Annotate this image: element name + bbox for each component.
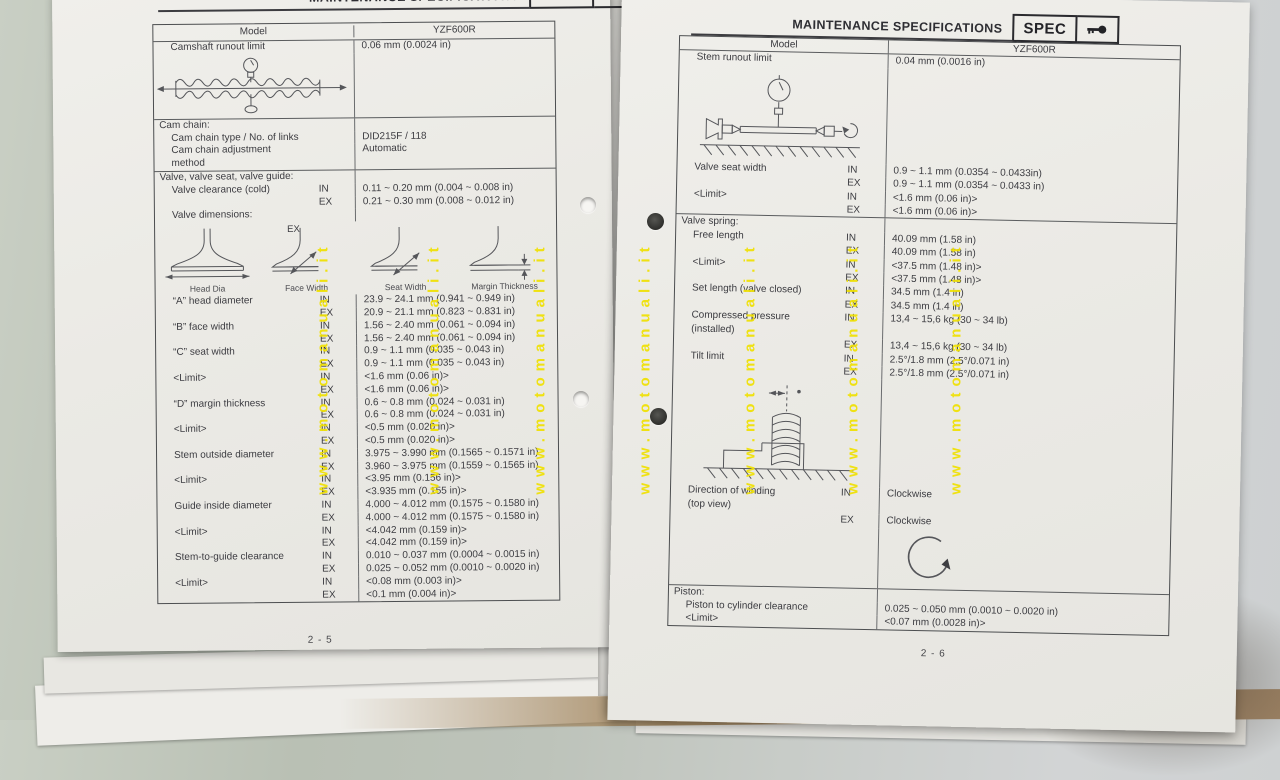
- in-ex-label: IN: [308, 295, 356, 308]
- in-ex-label: EX: [834, 245, 884, 259]
- page-header: MAINTENANCE SPECIFICATIONS SPEC: [158, 0, 636, 12]
- valve-diagram-ex-label: EX: [287, 224, 300, 235]
- spec-value: Automatic: [354, 142, 555, 169]
- in-ex-label: EX: [308, 333, 356, 346]
- camshaft-diagram-row: [154, 51, 556, 118]
- in-ex-label: IN: [309, 422, 357, 435]
- in-ex-label: IN: [835, 163, 885, 177]
- model-header: Model: [153, 25, 353, 40]
- valve-margin-thickness-figure: Margin Thickness: [458, 224, 551, 292]
- in-ex-label: EX: [309, 410, 357, 423]
- page-number: 2 - 6: [921, 648, 946, 659]
- valve-face-width-figure: Face Width: [260, 226, 353, 294]
- runout-diagram-row: [678, 64, 1180, 170]
- manual-page-right: MAINTENANCE SPECIFICATIONS SPEC Model YZ…: [607, 0, 1250, 732]
- in-ex-label: IN: [309, 448, 357, 461]
- in-ex-label: [307, 170, 355, 183]
- clockwise-diagram-row: [669, 524, 1170, 594]
- spring-diagram-row: [671, 375, 1173, 493]
- spec-label: Compressed pressure(installed): [674, 308, 833, 338]
- spec-value: <0.1 mm (0.004 in)>: [358, 587, 559, 602]
- valve-dimension-diagrams: EX Head Dia Face Width: [155, 220, 557, 296]
- in-ex-label: [826, 615, 876, 629]
- spec-value: [354, 51, 556, 117]
- punch-hole: [573, 391, 589, 407]
- in-ex-label: IN: [310, 576, 358, 589]
- in-ex-label: [306, 144, 354, 170]
- valve-seat-width-figure: Seat Width: [359, 225, 452, 293]
- in-ex-label: EX: [310, 563, 358, 576]
- in-ex-label: IN: [829, 487, 880, 515]
- in-ex-label: EX: [828, 513, 878, 527]
- in-ex-label: IN: [310, 525, 358, 538]
- valves-diagram-row: EX Head Dia Face Width: [155, 220, 557, 296]
- punch-hole: [650, 408, 667, 425]
- spec-label: Direction of winding(top view): [671, 483, 830, 513]
- spec-label: [158, 589, 310, 603]
- in-ex-label: [306, 118, 354, 131]
- in-ex-label: EX: [834, 203, 884, 217]
- punch-hole: [580, 197, 596, 213]
- in-ex-label: [827, 588, 877, 602]
- in-ex-label: IN: [309, 474, 357, 487]
- spec-label: <Limit>: [668, 611, 826, 628]
- manual-page-left: MAINTENANCE SPECIFICATIONS SPEC Model YZ…: [52, 0, 616, 652]
- in-ex-label: IN: [309, 499, 357, 512]
- in-ex-label: IN: [833, 285, 883, 299]
- model-value: YZF600R: [353, 23, 554, 38]
- table-row: Cam chain adjustment method Automatic: [154, 142, 555, 171]
- page-title: MAINTENANCE SPECIFICATIONS: [792, 17, 1002, 35]
- in-ex-label: EX: [309, 461, 357, 474]
- punch-hole: [647, 213, 664, 230]
- in-ex-label: IN: [307, 183, 355, 196]
- in-ex-label: EX: [835, 177, 885, 191]
- in-ex-label: EX: [309, 486, 357, 499]
- stem-runout-diagram: [692, 68, 894, 164]
- in-ex-label: [305, 40, 353, 53]
- in-ex-label: [307, 209, 355, 222]
- in-ex-label: IN: [832, 352, 882, 366]
- in-ex-label: EX: [310, 512, 358, 525]
- camshaft-runout-diagram: [154, 53, 351, 119]
- spec-chapter-badge: SPEC: [529, 0, 594, 9]
- spec-label: Cam chain adjustment method: [154, 144, 306, 171]
- in-ex-label: EX: [308, 359, 356, 372]
- in-ex-label: [834, 218, 884, 232]
- clockwise-arrow-diagram: [901, 532, 958, 589]
- spec-value: [886, 68, 1180, 170]
- in-ex-label: EX: [310, 589, 358, 602]
- in-ex-label: [306, 131, 354, 144]
- page-number: 2 - 5: [308, 635, 333, 646]
- spec-value: [877, 528, 1170, 594]
- in-ex-label: IN: [310, 550, 358, 563]
- in-ex-label: EX: [308, 384, 356, 397]
- in-ex-label: IN: [833, 258, 883, 272]
- in-ex-label: EX: [309, 435, 357, 448]
- in-ex-label: EX: [831, 365, 881, 379]
- key-icon: [1077, 15, 1120, 44]
- page-title: MAINTENANCE SPECIFICATIONS: [309, 0, 519, 5]
- in-ex-label: IN: [832, 312, 883, 340]
- in-ex-label: EX: [833, 271, 883, 285]
- in-ex-label: EX: [310, 538, 358, 551]
- in-ex-label: IN: [308, 320, 356, 333]
- in-ex-label: IN: [308, 346, 356, 359]
- in-ex-label: IN: [309, 397, 357, 410]
- in-ex-label: EX: [307, 196, 355, 209]
- spec-chapter-badge: SPEC: [1012, 14, 1077, 43]
- in-ex-label: EX: [308, 307, 356, 320]
- in-ex-label: [837, 54, 887, 68]
- in-ex-label: IN: [308, 371, 356, 384]
- valve-spring-tilt-diagram: [697, 380, 909, 488]
- in-ex-label: EX: [833, 298, 883, 312]
- valve-head-dia-figure: Head Dia: [161, 226, 254, 294]
- table-row: EX<0.1 mm (0.004 in)>: [158, 587, 559, 603]
- in-ex-label: [827, 601, 877, 615]
- in-ex-label: EX: [832, 338, 882, 352]
- spec-value: [879, 380, 1173, 494]
- in-ex-label: IN: [835, 190, 885, 204]
- in-ex-label: IN: [834, 231, 884, 245]
